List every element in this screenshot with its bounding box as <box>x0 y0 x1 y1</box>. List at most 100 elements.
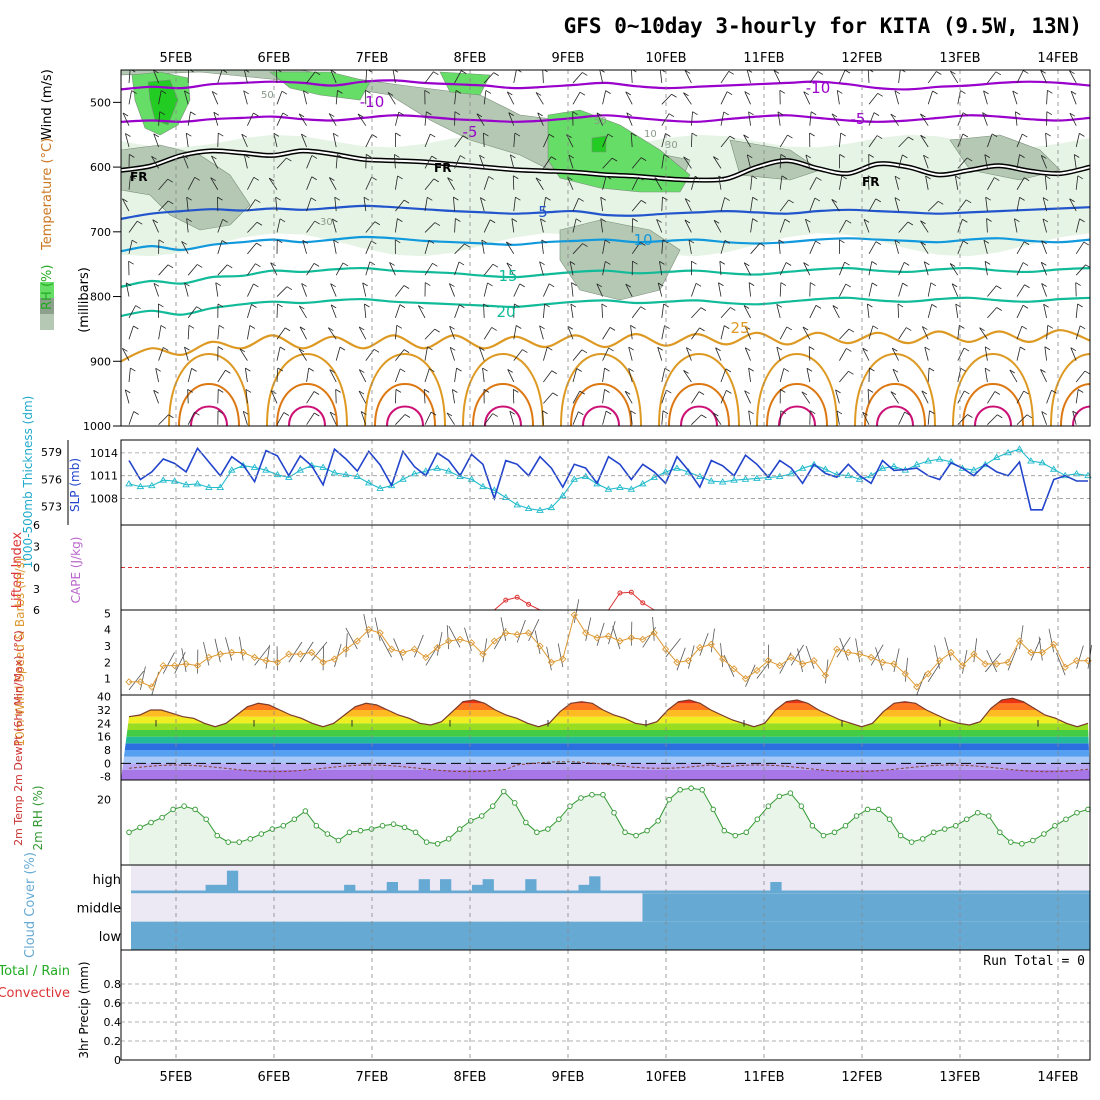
wind-barb <box>479 155 485 169</box>
wind-barb-flag <box>431 155 437 160</box>
thickness-marker <box>376 484 384 491</box>
cloud-bar-middle <box>791 893 803 922</box>
cloud-bar-high <box>269 890 281 894</box>
ylabel-thickness: 1000-500mb Thickness (dm) <box>21 396 35 569</box>
wind-barb-flag <box>867 389 874 393</box>
thickness-marker <box>182 480 190 488</box>
wind-barb <box>715 347 722 361</box>
wind10m-barb <box>984 653 1001 673</box>
wind-barb-flag <box>1069 112 1076 117</box>
wind10m-marker <box>604 632 613 640</box>
cloud-bar-high <box>642 890 654 894</box>
wind-barb-flag <box>788 199 794 204</box>
wind-barb-flag <box>342 262 349 267</box>
wind10m-marker <box>1027 648 1035 657</box>
cloud-bar-low <box>152 921 164 950</box>
wind-barb-flag <box>479 347 485 351</box>
wind-barb-flag <box>699 327 705 332</box>
wind-barb <box>720 111 725 126</box>
cloud-bar-high <box>514 890 526 894</box>
loop-magenta <box>386 405 424 426</box>
cloud-bar-high <box>184 890 196 894</box>
rh2m-marker <box>809 823 816 829</box>
wind-barb <box>128 70 131 83</box>
thickness-tick-label: 573 <box>41 501 62 514</box>
rh2m-marker <box>820 832 827 839</box>
wind-barb-flag <box>920 241 926 246</box>
wind-barb <box>454 70 462 84</box>
date-label-top: 14FEB <box>1037 51 1078 66</box>
wind-barb-flag <box>1079 133 1085 137</box>
cloud-bar-high <box>930 890 942 894</box>
wind-barb <box>746 154 751 169</box>
cloud-bar-high <box>280 890 292 894</box>
cloud-bar-middle <box>887 893 899 922</box>
cloud-bar-high <box>855 890 867 894</box>
wind-barb-flag <box>284 327 291 332</box>
wind-barb <box>750 175 753 190</box>
cloud-bar-high <box>1047 890 1059 894</box>
loop-orange <box>756 353 838 426</box>
wind-barb-flag <box>1022 133 1028 138</box>
cloud-bar-low <box>972 921 985 950</box>
wind-barb-flag <box>218 389 224 393</box>
wind-barb <box>1041 240 1047 254</box>
ylabel-wind10m: 10m Wind Speed & Barbs (m/s) <box>13 558 27 747</box>
cloud-bar-low <box>322 921 335 950</box>
rh2m-marker <box>1074 809 1080 816</box>
cloud-bar-high <box>226 870 239 894</box>
wind-barb-flag <box>921 390 928 395</box>
wind-barb-flag <box>831 113 838 118</box>
wind-barb-flag <box>661 70 666 73</box>
thickness-marker <box>559 491 567 499</box>
cloud-bar-low <box>429 921 441 950</box>
cloud-bar-low <box>173 921 185 950</box>
wind-barb-flag <box>925 175 931 180</box>
wind-barb-flag <box>744 390 750 395</box>
wind-barb-flag <box>301 133 307 138</box>
wind-barb <box>839 371 849 383</box>
thickness-marker <box>159 476 168 483</box>
wind-barb <box>476 113 485 126</box>
thickness-marker <box>764 473 773 480</box>
wind-barb <box>1070 347 1077 361</box>
wind-barb <box>217 240 223 254</box>
rh2m-marker <box>412 829 419 836</box>
cloud-bar-high <box>333 890 345 894</box>
rh2m-marker <box>445 836 452 842</box>
cloud-bar-low <box>557 921 569 950</box>
ylabel-cloud: Cloud Cover (%) <box>23 852 38 958</box>
wind-barb-flag <box>1023 70 1029 74</box>
wind-barb <box>809 197 816 212</box>
thickness-marker <box>136 482 145 490</box>
wind-barb-flag <box>715 347 721 352</box>
cloud-bar-middle <box>844 893 857 922</box>
rh2m-marker <box>214 832 220 839</box>
thickness-marker <box>342 470 350 478</box>
cloud-bar-low <box>269 921 281 950</box>
wind-barb-flag <box>951 283 958 288</box>
rh2m-marker <box>269 826 276 832</box>
wind-barb <box>1014 111 1018 126</box>
wind-barb <box>276 91 283 105</box>
wind10m-marker <box>445 637 453 645</box>
wind-barb-flag <box>122 198 128 203</box>
rh2m-marker <box>313 823 320 829</box>
wind-barb-flag <box>194 411 200 416</box>
wind-barb <box>688 239 692 254</box>
wind-barb-flag <box>743 305 750 309</box>
wind-barb-flag <box>461 70 467 74</box>
wind-barb-flag <box>1015 111 1021 116</box>
thickness-marker <box>992 453 1001 460</box>
rh-contour-label: 10 <box>644 129 657 140</box>
wind-barb-flag <box>575 218 582 223</box>
wind-barb-flag <box>282 112 289 117</box>
wind-barb-flag <box>535 92 542 96</box>
wind-barb-flag <box>787 134 793 139</box>
wind-barb <box>418 305 426 319</box>
wind-barb-flag <box>479 154 485 159</box>
wind-barb <box>393 154 396 169</box>
wind-barb <box>920 113 929 126</box>
cloud-bar-high <box>738 890 750 894</box>
loop-dorange <box>1060 383 1090 426</box>
